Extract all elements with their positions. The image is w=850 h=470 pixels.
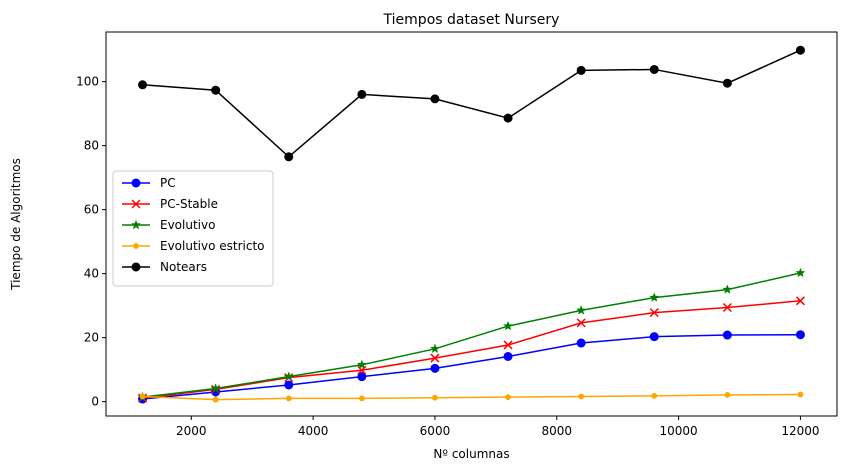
legend-label: PC xyxy=(160,176,176,190)
data-point xyxy=(576,318,586,328)
data-point xyxy=(503,113,513,123)
y-tick-label: 60 xyxy=(84,203,99,217)
data-point xyxy=(430,353,440,363)
data-point xyxy=(722,330,732,340)
x-tick-label: 8000 xyxy=(542,424,573,438)
data-point xyxy=(502,320,514,331)
data-point xyxy=(283,371,294,381)
legend-entry: Evolutivo xyxy=(122,218,215,232)
data-point xyxy=(503,351,513,361)
y-tick-label: 100 xyxy=(76,75,99,89)
legend-entry: Notears xyxy=(122,260,207,274)
x-tick-label: 6000 xyxy=(420,424,451,438)
x-tick-label: 4000 xyxy=(298,424,329,438)
data-point xyxy=(138,80,148,90)
data-point xyxy=(285,395,292,402)
chart-title: Tiempos dataset Nursery xyxy=(383,12,560,28)
y-tick-label: 40 xyxy=(84,267,99,281)
data-point xyxy=(649,332,659,342)
data-point xyxy=(722,78,732,88)
x-tick-label: 12000 xyxy=(781,424,819,438)
data-point xyxy=(724,391,731,398)
data-point xyxy=(357,372,367,382)
legend-box xyxy=(112,170,274,287)
data-point xyxy=(576,338,586,348)
data-point xyxy=(649,292,660,302)
data-point xyxy=(210,383,221,393)
series-line xyxy=(142,393,801,401)
data-point xyxy=(432,394,438,401)
x-tick-label: 10000 xyxy=(660,424,698,438)
data-point xyxy=(795,45,805,55)
x-axis-label: Nº columnas xyxy=(433,447,509,461)
series-line xyxy=(142,300,801,399)
data-point xyxy=(795,330,805,340)
y-tick-label: 20 xyxy=(84,331,99,345)
data-point xyxy=(131,199,141,209)
data-point xyxy=(131,262,141,272)
data-point xyxy=(131,178,141,188)
legend-label: Notears xyxy=(160,260,207,274)
marker-stroke xyxy=(576,318,586,328)
data-point xyxy=(649,308,659,318)
data-point xyxy=(578,393,585,400)
y-tick-label: 80 xyxy=(84,139,99,153)
legend-label: PC-Stable xyxy=(160,197,218,211)
data-point xyxy=(651,392,658,399)
data-point xyxy=(795,296,805,306)
marker-stroke xyxy=(131,199,141,209)
data-point xyxy=(797,391,804,398)
legend-entry: Evolutivo estricto xyxy=(122,239,265,253)
plot-area: 2000 4000 6000 8000 10000 12000 0 20 40 60 80 100 xyxy=(76,31,838,438)
x-tick-label: 2000 xyxy=(176,424,207,438)
data-point xyxy=(211,85,221,95)
legend-label: Evolutivo estricto xyxy=(160,239,265,253)
data-point xyxy=(139,393,146,400)
data-point xyxy=(130,219,142,230)
data-point xyxy=(358,395,365,402)
series-notears xyxy=(138,45,805,162)
data-point xyxy=(576,305,587,315)
data-point xyxy=(430,94,440,104)
data-point xyxy=(284,152,294,162)
data-point xyxy=(356,359,367,370)
y-tick-label: 0 xyxy=(91,395,99,409)
marker-stroke xyxy=(649,308,659,318)
series-line xyxy=(142,333,801,400)
data-point xyxy=(505,394,511,401)
series-evolutivo-estricto xyxy=(139,391,804,403)
legend-label: Evolutivo xyxy=(160,218,215,232)
series-line xyxy=(142,49,801,158)
y-axis-label: Tiempo de Algoritmos xyxy=(9,158,23,291)
data-point xyxy=(722,302,732,313)
series-line xyxy=(142,272,801,398)
marker-stroke xyxy=(795,296,805,306)
marker-stroke xyxy=(503,340,513,350)
data-point xyxy=(503,340,513,350)
data-point xyxy=(795,267,806,278)
marker-stroke xyxy=(430,353,440,363)
marker-stroke xyxy=(722,302,732,313)
data-point xyxy=(357,89,367,99)
axes-frame xyxy=(105,31,838,417)
legend-entry: PC xyxy=(122,176,176,190)
legend: PC PC-Stable Evolutivo Evolutivo estricto No… xyxy=(112,170,274,287)
data-point xyxy=(212,396,219,403)
data-point xyxy=(576,65,586,75)
data-point xyxy=(133,243,139,249)
data-point xyxy=(722,284,733,294)
legend-entry: PC-Stable xyxy=(122,197,218,211)
series-pc xyxy=(138,330,805,404)
data-point xyxy=(649,64,659,74)
data-point xyxy=(284,380,294,390)
data-point xyxy=(429,343,441,354)
data-point xyxy=(430,363,440,373)
